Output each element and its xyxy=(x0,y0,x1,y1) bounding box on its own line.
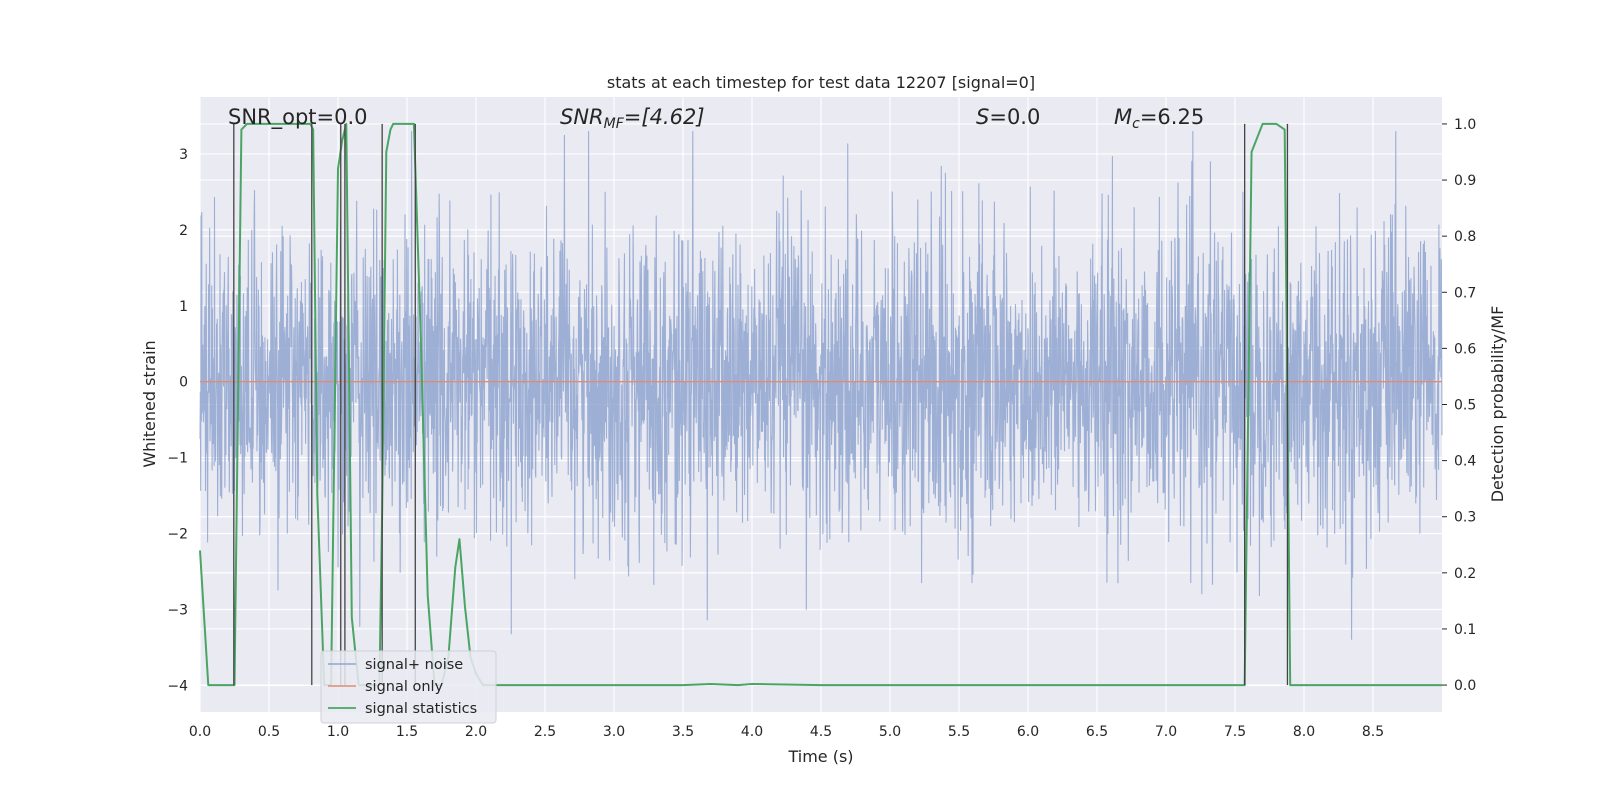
legend-label-signal-only: signal only xyxy=(365,679,444,695)
signal-noise-line xyxy=(199,131,1443,640)
snr-mf-symbol: SNR xyxy=(560,105,604,129)
y-axis-label: Whitened strain xyxy=(140,340,159,467)
x-tick-label: 8.0 xyxy=(1293,724,1315,740)
snr-mf-annotation: SNRMF=[4.62] xyxy=(560,105,705,132)
x-tick-label: 3.0 xyxy=(603,724,625,740)
y-tick-label: −4 xyxy=(167,678,188,694)
y2-axis-label: Detection probability/MF xyxy=(1488,306,1507,503)
y2-tick-label: 0.5 xyxy=(1454,398,1476,414)
x-axis-label: Time (s) xyxy=(787,747,853,766)
x-tick-label: 3.5 xyxy=(672,724,694,740)
y2-tick-label: 0.8 xyxy=(1454,229,1476,245)
y2-tick-label: 0.1 xyxy=(1454,622,1476,638)
legend-label-signal-noise: signal+ noise xyxy=(365,657,463,673)
y2-tick-label: 0.2 xyxy=(1454,566,1476,582)
y-tick-labels: 3 2 1 0 −1 −2 −3 −4 xyxy=(167,147,188,694)
y2-tick-label: 0.6 xyxy=(1454,341,1476,357)
x-tick-label: 4.0 xyxy=(741,724,763,740)
y2-tick-label: 0.7 xyxy=(1454,285,1476,301)
y2-tick-label: 0.3 xyxy=(1454,510,1476,526)
chart-title: stats at each timestep for test data 122… xyxy=(607,73,1035,92)
x-tick-label: 0.5 xyxy=(258,724,280,740)
x-tick-label: 8.5 xyxy=(1362,724,1384,740)
y-tick-label: −3 xyxy=(167,603,188,619)
mc-annotation: Mc=6.25 xyxy=(1114,105,1204,132)
x-tick-label: 6.0 xyxy=(1017,724,1039,740)
legend-label-signal-statistics: signal statistics xyxy=(365,701,477,717)
snr-mf-value: =[4.62] xyxy=(624,105,705,129)
legend: signal+ noise signal only signal statist… xyxy=(320,650,497,724)
snr-opt-annotation: SNR_opt=0.0 xyxy=(228,105,368,130)
y-tick-label: −2 xyxy=(167,527,188,543)
x-tick-label: 2.5 xyxy=(534,724,556,740)
x-tick-label: 5.0 xyxy=(879,724,901,740)
x-tick-label: 5.5 xyxy=(948,724,970,740)
x-tick-label: 2.0 xyxy=(465,724,487,740)
legend-box xyxy=(320,650,497,724)
vertical-markers xyxy=(233,123,1289,686)
y-tick-label: 0 xyxy=(179,375,188,391)
s-symbol: S xyxy=(976,105,989,129)
mc-value: =6.25 xyxy=(1140,105,1204,129)
noise-series xyxy=(199,131,1443,640)
y-tick-label: −1 xyxy=(167,451,188,467)
x-tick-label: 6.5 xyxy=(1086,724,1108,740)
s-value: =0.0 xyxy=(989,105,1040,129)
mc-symbol: M xyxy=(1114,105,1132,129)
y2-tick-label: 0.9 xyxy=(1454,173,1476,189)
s-annotation: S=0.0 xyxy=(976,105,1040,129)
x-tick-label: 1.5 xyxy=(396,724,418,740)
y2-tick-label: 0.4 xyxy=(1454,454,1476,470)
y2-tick-label: 1.0 xyxy=(1454,117,1476,133)
y-tick-label: 3 xyxy=(179,147,188,163)
y-tick-label: 2 xyxy=(179,223,188,239)
x-tick-label: 4.5 xyxy=(810,724,832,740)
x-tick-label: 7.0 xyxy=(1155,724,1177,740)
x-tick-label: 0.0 xyxy=(189,724,211,740)
x-tick-label: 7.5 xyxy=(1224,724,1246,740)
snr-mf-subscript: MF xyxy=(604,116,625,132)
y2-tick-label: 0.0 xyxy=(1454,678,1476,694)
y2-tick-labels: 1.0 0.9 0.8 0.7 0.6 0.5 0.4 0.3 0.2 0.1 0.0 xyxy=(1442,117,1476,694)
mc-subscript: c xyxy=(1132,116,1140,132)
x-tick-labels: 0.0 0.5 1.0 1.5 2.0 2.5 3.0 3.5 4.0 4.5 5.0 5.5 6.0 6… xyxy=(189,724,1384,740)
y-tick-label: 1 xyxy=(179,299,188,315)
x-tick-label: 1.0 xyxy=(327,724,349,740)
